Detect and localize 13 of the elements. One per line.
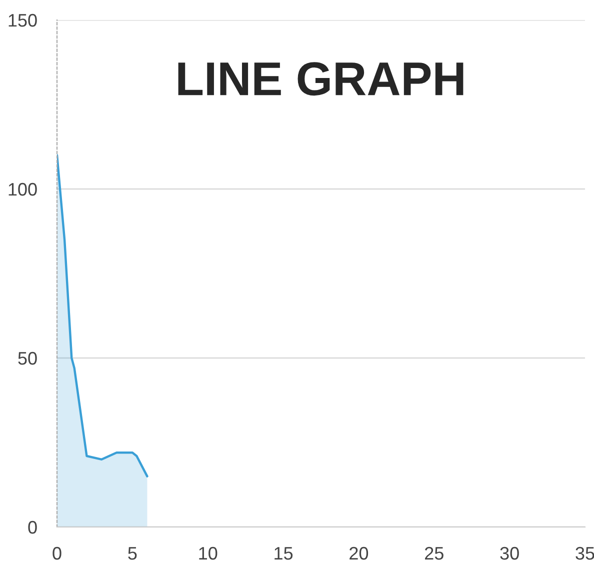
x-tick-label: 15 [274, 547, 293, 560]
x-tick-label: 10 [199, 546, 218, 560]
y-tick-label: 150 [8, 14, 37, 27]
x-tick-label: 25 [425, 546, 444, 560]
y-tick-label: 0 [28, 520, 37, 534]
x-tick-label: 30 [500, 546, 519, 560]
text: LINE GRAPH [178, 62, 464, 96]
x-tick-label: 5 [128, 547, 137, 560]
x-tick-label: 35 [576, 546, 594, 560]
y-tick-label: 50 [18, 352, 37, 365]
x-tick-label: 0 [52, 546, 62, 560]
y-tick-label: 100 [8, 182, 37, 196]
x-tick-label: 20 [350, 546, 368, 560]
